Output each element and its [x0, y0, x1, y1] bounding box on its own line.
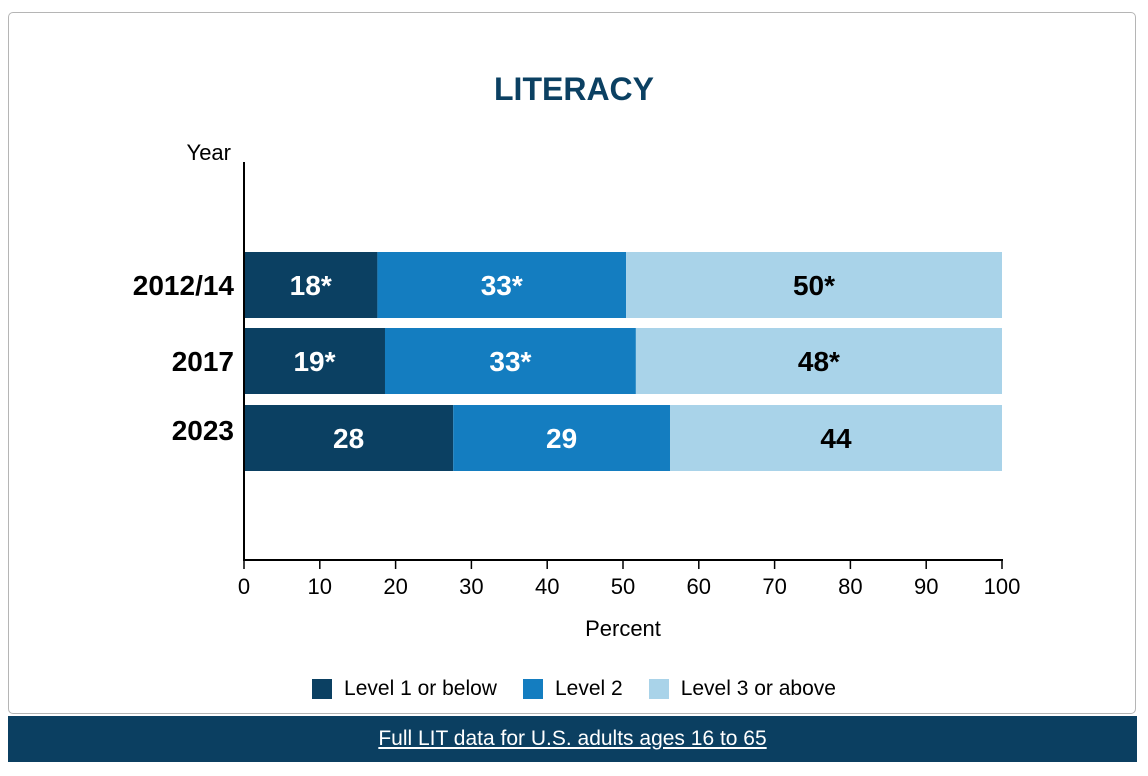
- legend-label: Level 1 or below: [344, 677, 497, 700]
- category-label: 2017: [172, 346, 234, 377]
- x-tick-label: 70: [762, 574, 786, 599]
- legend-item: Level 3 or above: [648, 677, 836, 701]
- data-label: 33*: [489, 346, 531, 377]
- x-tick-label: 90: [914, 574, 938, 599]
- chart-title: LITERACY: [494, 71, 654, 107]
- x-tick-label: 20: [383, 574, 407, 599]
- bar-segment: [384, 328, 636, 394]
- bar-segment: [635, 328, 1002, 394]
- x-axis-title: Percent: [585, 616, 661, 641]
- chart-legend: Level 1 or below Level 2 Level 3 or above: [0, 672, 1148, 706]
- data-label: 29: [546, 423, 577, 454]
- bar-segment: [244, 405, 454, 471]
- bar-segment: [377, 252, 627, 318]
- legend-label: Level 2: [554, 677, 623, 700]
- legend-item: Level 2: [522, 677, 623, 701]
- footer-bar: Full LIT data for U.S. adults ages 16 to…: [8, 716, 1137, 762]
- legend-item: Level 1 or below: [312, 677, 497, 701]
- bar-segment: [244, 252, 378, 318]
- data-label: 50*: [793, 270, 835, 301]
- data-label: 28: [333, 423, 364, 454]
- legend-label: Level 3 or above: [680, 677, 836, 700]
- data-label: 33*: [481, 270, 523, 301]
- x-tick-label: 10: [308, 574, 332, 599]
- legend-swatch: [312, 679, 333, 699]
- bar-segment: [626, 252, 1002, 318]
- x-tick-label: 80: [838, 574, 862, 599]
- x-tick-label: 60: [687, 574, 711, 599]
- bar-segment: [244, 328, 385, 394]
- x-tick-label: 30: [459, 574, 483, 599]
- category-label: 2012/14: [133, 270, 235, 301]
- bar-segment: [669, 405, 1002, 471]
- x-tick-label: 40: [535, 574, 559, 599]
- legend-swatch: [522, 679, 543, 699]
- data-label: 44: [820, 423, 852, 454]
- x-tick-label: 100: [984, 574, 1021, 599]
- x-tick-label: 50: [611, 574, 635, 599]
- data-label: 19*: [293, 346, 335, 377]
- bar-segment: [453, 405, 670, 471]
- data-label: 18*: [290, 270, 332, 301]
- x-tick-label: 0: [238, 574, 250, 599]
- data-label: 48*: [798, 346, 840, 377]
- y-axis-title: Year: [187, 140, 231, 165]
- full-data-link[interactable]: Full LIT data for U.S. adults ages 16 to…: [378, 727, 767, 750]
- legend-swatch: [648, 679, 669, 699]
- category-label: 2023: [172, 415, 234, 446]
